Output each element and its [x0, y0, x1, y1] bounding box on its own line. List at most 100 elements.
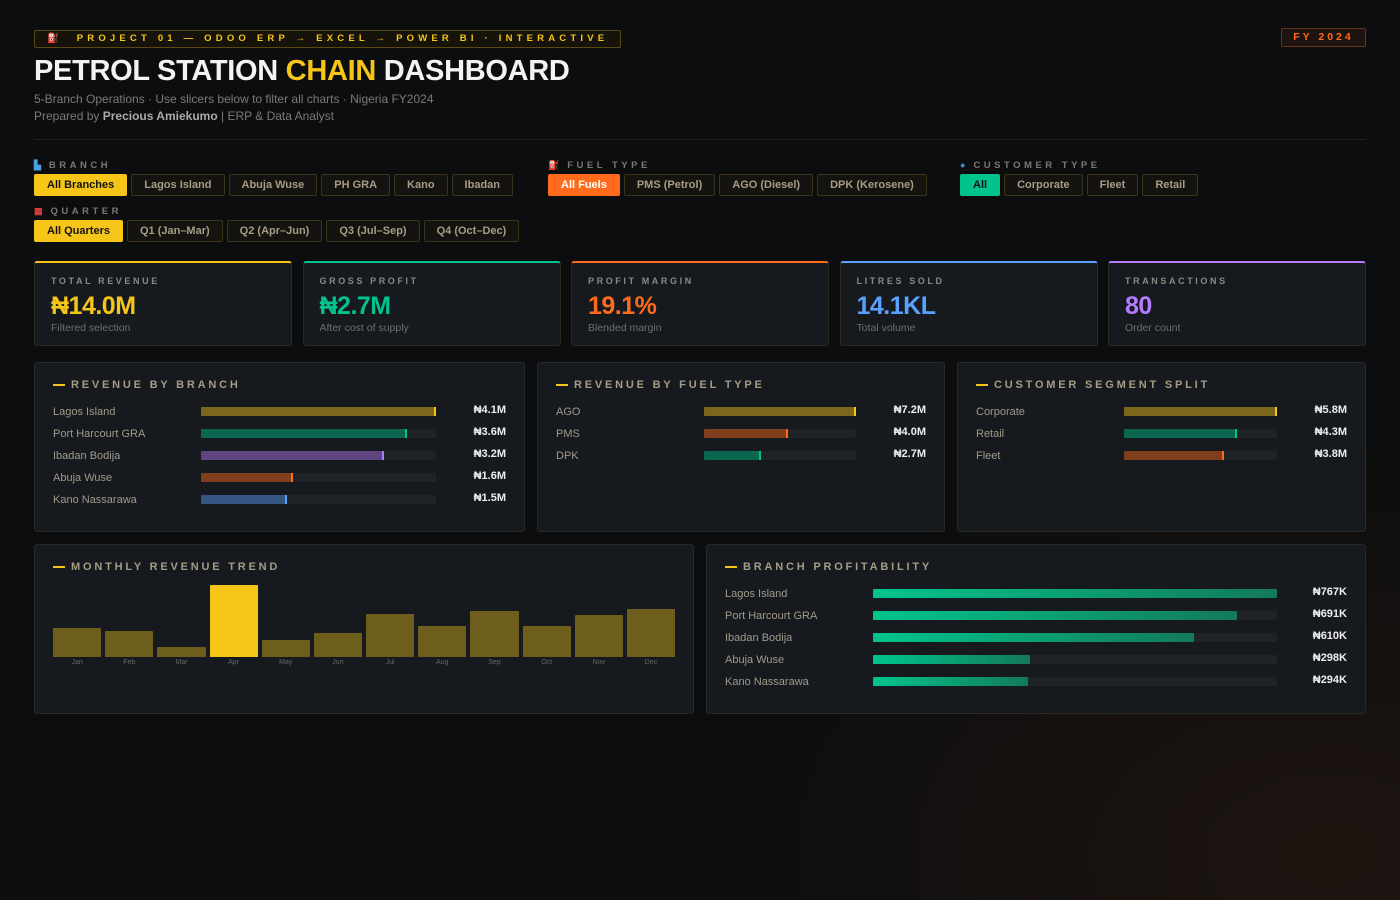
bar-track [201, 495, 436, 504]
bar-lagos-island[interactable] [201, 407, 436, 416]
bar-feb[interactable] [105, 631, 154, 657]
user-icon: ● [960, 160, 966, 170]
bar-abuja-wuse[interactable] [873, 655, 1030, 664]
tick-label-mar: Mar [175, 659, 188, 666]
bar-track [1124, 451, 1277, 460]
bar-abuja-wuse[interactable] [201, 473, 293, 482]
branch-chip-abuja-wuse[interactable]: Abuja Wuse [228, 174, 318, 196]
quarter-chip-q4-oct-dec-[interactable]: Q4 (Oct–Dec) [423, 220, 520, 242]
kpi-label: PROFIT MARGIN [588, 276, 694, 286]
bar-jun[interactable] [313, 632, 363, 657]
kpi-label: TRANSACTIONS [1125, 276, 1228, 286]
bar-port-harcourt-gra[interactable] [201, 429, 408, 438]
bar-lagos-island[interactable] [873, 589, 1277, 598]
kpi-value: 80 [1125, 292, 1152, 320]
label-text: BRANCH [48, 160, 112, 171]
bar-aug[interactable] [418, 626, 467, 657]
branch-chip-all-branches[interactable]: All Branches [34, 174, 128, 196]
bar-track [704, 429, 856, 438]
kpi-card-transactions: TRANSACTIONS 80 Order count [1108, 261, 1366, 346]
bar-sep[interactable] [470, 610, 519, 657]
bar-corporate[interactable] [1124, 407, 1277, 416]
bar-pms[interactable] [704, 429, 789, 438]
fuel-chip-dpk-kerosene-[interactable]: DPK (Kerosene) [817, 174, 927, 196]
store-icon: ▙ [34, 160, 41, 170]
bar-track [873, 611, 1277, 620]
bar-dec[interactable] [626, 608, 676, 657]
bar-may[interactable] [261, 640, 310, 657]
row-label: Lagos Island [53, 406, 116, 418]
quarter-chip-q3-jul-sep-[interactable]: Q3 (Jul–Sep) [326, 220, 420, 242]
row-label: Ibadan Bodija [53, 450, 121, 462]
row-label: Lagos Island [725, 588, 788, 600]
bar-ibadan-bodija[interactable] [201, 451, 385, 460]
bar-value: ₦691K [1312, 608, 1347, 620]
bar-value: ₦1.5M [473, 492, 506, 504]
tick-label-jun: Jun [332, 659, 344, 666]
bar-apr[interactable] [209, 585, 258, 657]
row-label: Corporate [976, 406, 1025, 418]
row-label: Kano Nassarawa [725, 676, 809, 688]
branch-chip-kano[interactable]: Kano [394, 174, 448, 196]
bar-kano-nassarawa[interactable] [201, 495, 287, 504]
calendar-icon: ▦ [34, 206, 43, 216]
bar-kano-nassarawa[interactable] [873, 677, 1028, 686]
prepared-by: Prepared by Precious Amiekumo | ERP & Da… [34, 109, 334, 123]
fuel-pump-icon: ⛽ [548, 160, 560, 170]
branch-chip-ibadan[interactable]: Ibadan [451, 174, 513, 196]
kpi-card-profit-margin: PROFIT MARGIN 19.1% Blended margin [571, 261, 829, 346]
tick-label-apr: Apr [228, 659, 240, 666]
customer-chip-corporate[interactable]: Corporate [1004, 174, 1083, 196]
customer-chip-retail[interactable]: Retail [1142, 174, 1199, 196]
bar-value: ₦3.2M [473, 448, 506, 460]
tick-label-may: May [279, 659, 293, 666]
tick-label-aug: Aug [436, 659, 449, 666]
customer-chip-all[interactable]: All [960, 174, 1001, 196]
fuel-chip-ago-diesel-[interactable]: AGO (Diesel) [719, 174, 814, 196]
bar-track [201, 473, 436, 482]
row-label: Fleet [976, 450, 1001, 462]
bar-value: ₦1.6M [473, 470, 506, 482]
kpi-subtext: Total volume [856, 322, 916, 334]
bar-value: ₦767K [1312, 586, 1347, 598]
bar-jan[interactable] [53, 628, 102, 657]
kpi-value: ₦2.7M [319, 292, 392, 320]
tick-label-jul: Jul [385, 659, 395, 666]
customer-filter-label: ● CUSTOMER TYPE [960, 160, 1101, 171]
kpi-subtext: Blended margin [588, 322, 662, 334]
quarter-chip-all-quarters[interactable]: All Quarters [34, 220, 123, 242]
bar-cap [284, 495, 287, 504]
kpi-subtext: Order count [1125, 322, 1181, 334]
row-label: PMS [556, 428, 580, 440]
kpi-value: 19.1% [588, 292, 657, 320]
bar-dpk[interactable] [704, 451, 761, 460]
bar-nov[interactable] [574, 614, 623, 657]
fuel-chip-pms-petrol-[interactable]: PMS (Petrol) [623, 174, 716, 196]
panel-title: REVENUE BY BRANCH [53, 379, 506, 391]
bar-oct[interactable] [522, 626, 571, 657]
bar-value: ₦5.8M [1314, 404, 1347, 416]
bar-port-harcourt-gra[interactable] [873, 611, 1237, 620]
bar-retail[interactable] [1124, 429, 1238, 438]
bar-track [704, 451, 856, 460]
bar-value: ₦4.3M [1314, 426, 1347, 438]
kpi-value: 14.1KL [856, 292, 936, 320]
bar-fleet[interactable] [1124, 451, 1225, 460]
bar-mar[interactable] [157, 646, 206, 657]
subtitle: 5-Branch Operations · Use slicers below … [34, 92, 434, 106]
bar-value: ₦3.8M [1314, 448, 1347, 460]
branch-chip-lagos-island[interactable]: Lagos Island [131, 174, 225, 196]
bar-ago[interactable] [704, 407, 856, 416]
branch-chip-ph-gra[interactable]: PH GRA [321, 174, 391, 196]
bar-ibadan-bodija[interactable] [873, 633, 1195, 642]
bar-jul[interactable] [366, 613, 415, 657]
panel-title: BRANCH PROFITABILITY [725, 561, 1347, 573]
quarter-chip-q2-apr-jun-[interactable]: Q2 (Apr–Jun) [226, 220, 323, 242]
bar-value: ₦3.6M [473, 426, 506, 438]
branch-filter-label: ▙ BRANCH [34, 160, 111, 171]
customer-chip-fleet[interactable]: Fleet [1086, 174, 1139, 196]
fuel-chip-all-fuels[interactable]: All Fuels [548, 174, 620, 196]
customer-segment-panel: CUSTOMER SEGMENT SPLIT Corporate ₦5.8M Reta… [957, 362, 1366, 532]
quarter-chip-q1-jan-mar-[interactable]: Q1 (Jan–Mar) [126, 220, 223, 242]
row-label: Retail [976, 428, 1005, 440]
